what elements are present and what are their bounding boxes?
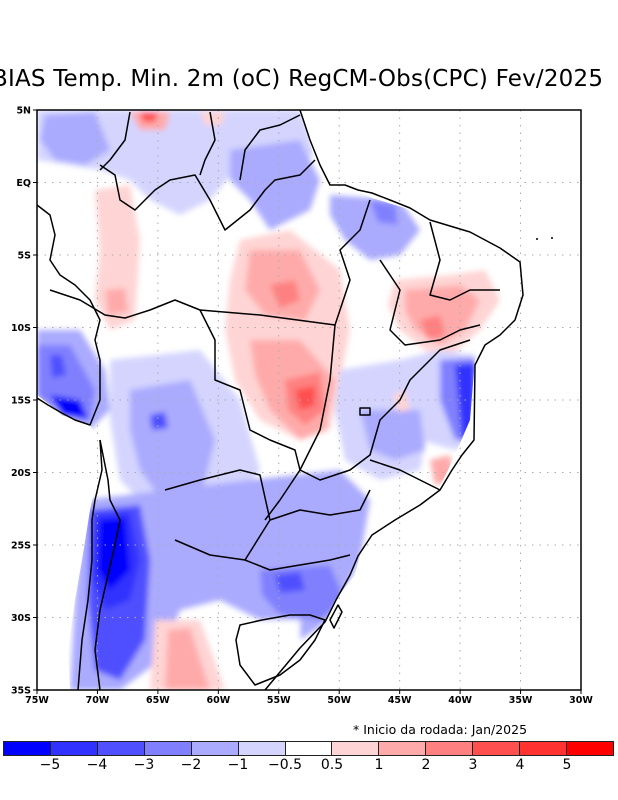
chart-title: BIAS Temp. Min. 2m (oC) RegCM-Obs(CPC) F… bbox=[0, 66, 604, 92]
lat-tick-label: 10S bbox=[11, 323, 31, 334]
bias-region-acre-warm2 bbox=[105, 288, 128, 315]
bias-region-mg-blue2 bbox=[360, 410, 425, 460]
bias-region-maranhao-blue bbox=[330, 195, 420, 260]
coastline-north bbox=[264, 110, 524, 690]
colorbar-swatch bbox=[379, 742, 427, 755]
lon-axis: 75W 70W 65W 60W 55W 50W 45W 40W 35W 30W bbox=[25, 690, 593, 706]
colorbar-label: 2 bbox=[421, 757, 431, 773]
colorbar-label: −3 bbox=[133, 757, 155, 773]
colorbar-label: 3 bbox=[468, 757, 478, 773]
colorbar-swatch bbox=[4, 742, 51, 755]
bias-region-peru-blue4 bbox=[50, 355, 66, 378]
colorbar-swatch bbox=[332, 742, 380, 755]
state-border-4 bbox=[429, 221, 500, 301]
colorbar-swatch bbox=[567, 742, 613, 755]
bias-region-north-blue2 bbox=[40, 112, 110, 165]
lon-tick-label: 30W bbox=[569, 695, 593, 706]
state-border-10 bbox=[199, 111, 216, 176]
bias-region-central-warm3 bbox=[270, 280, 300, 308]
state-border-2 bbox=[299, 324, 471, 481]
colorbar-swatch bbox=[520, 742, 568, 755]
colorbar-label: 0.5 bbox=[320, 757, 344, 773]
lon-tick-label: 50W bbox=[327, 695, 351, 706]
bias-region-pampa-warm2 bbox=[165, 628, 210, 690]
map-grid bbox=[37, 110, 581, 690]
colorbar-label: −5 bbox=[39, 757, 61, 773]
bias-region-north-blue bbox=[37, 110, 315, 215]
bias-region-rs-blue2 bbox=[275, 572, 305, 593]
lat-tick-label: 25S bbox=[11, 541, 31, 552]
bias-region-colombia-warm2 bbox=[140, 112, 158, 122]
brazil-bolivia-border bbox=[49, 289, 301, 471]
state-border-5 bbox=[369, 459, 441, 491]
df-border bbox=[359, 407, 371, 416]
colorbar-label: −0.5 bbox=[268, 757, 302, 773]
brazil-west-border bbox=[99, 159, 316, 231]
coastline-west bbox=[37, 204, 101, 426]
bias-region-go-warm bbox=[393, 390, 410, 412]
state-border-9 bbox=[99, 111, 131, 171]
colorbar-swatch bbox=[191, 742, 239, 755]
lon-tick-label: 60W bbox=[206, 695, 230, 706]
lon-tick-label: 45W bbox=[388, 695, 412, 706]
bias-region-amapa-blue bbox=[230, 140, 320, 230]
run-start-note: * Inicio da rodada: Jan/2025 bbox=[353, 722, 528, 737]
colorbar-swatch bbox=[50, 742, 98, 755]
chile-coast bbox=[77, 439, 103, 690]
bias-region-northeast-warm3 bbox=[420, 315, 445, 340]
paraguay-border bbox=[164, 469, 271, 561]
colorbar-label: 5 bbox=[562, 757, 572, 773]
lat-tick-label: EQ bbox=[16, 178, 31, 189]
bias-region-bolivia-blue3 bbox=[150, 412, 168, 430]
colorbar-label: −4 bbox=[86, 757, 108, 773]
colorbar-label: −2 bbox=[180, 757, 202, 773]
lat-tick-label: 35S bbox=[11, 686, 31, 697]
state-border-3 bbox=[379, 259, 481, 346]
lat-axis: 5N EQ 5S 10S 15S 20S 25S 30S 35S bbox=[11, 106, 37, 697]
andes-border bbox=[94, 439, 121, 690]
lon-tick-label: 35W bbox=[509, 695, 533, 706]
colorbar-swatch bbox=[285, 742, 333, 755]
lat-tick-label: 5S bbox=[18, 251, 32, 262]
borders bbox=[37, 110, 524, 690]
bias-region-mt-warm3 bbox=[295, 386, 315, 410]
lon-tick-label: 40W bbox=[448, 695, 472, 706]
state-border-6 bbox=[269, 489, 371, 521]
island-dot bbox=[536, 238, 538, 240]
state-border-1 bbox=[199, 199, 371, 326]
lon-tick-label: 65W bbox=[146, 695, 170, 706]
lat-tick-label: 30S bbox=[11, 613, 31, 624]
state-border-8 bbox=[239, 114, 301, 181]
bias-region-andes-blue3 bbox=[98, 518, 130, 590]
lat-tick-label: 15S bbox=[11, 396, 31, 407]
lat-tick-label: 20S bbox=[11, 468, 31, 479]
lagoa-border bbox=[329, 604, 343, 629]
lon-tick-label: 55W bbox=[267, 695, 291, 706]
colorbar bbox=[3, 741, 614, 756]
colorbar-swatch bbox=[97, 742, 145, 755]
state-border-7 bbox=[264, 469, 301, 521]
colorbar-label: 1 bbox=[374, 757, 384, 773]
lat-tick-label: 5N bbox=[16, 106, 31, 117]
colorbar-label: −1 bbox=[227, 757, 249, 773]
colorbar-swatch bbox=[426, 742, 474, 755]
colorbar-label: 4 bbox=[515, 757, 525, 773]
bias-region-maranhao-blue2 bbox=[370, 200, 398, 225]
island-dot bbox=[551, 237, 553, 239]
uruguay-border bbox=[235, 614, 326, 686]
colorbar-swatch bbox=[473, 742, 521, 755]
lon-tick-label: 75W bbox=[25, 695, 49, 706]
bias-region-bolivia-blue2 bbox=[130, 380, 215, 505]
bias-region-venezuela-warm bbox=[200, 112, 225, 125]
colorbar-swatch bbox=[238, 742, 286, 755]
bias-region-peru-blue3 bbox=[50, 395, 88, 420]
lon-tick-label: 70W bbox=[86, 695, 110, 706]
colorbar-swatch bbox=[144, 742, 192, 755]
argentina-border bbox=[244, 554, 351, 571]
